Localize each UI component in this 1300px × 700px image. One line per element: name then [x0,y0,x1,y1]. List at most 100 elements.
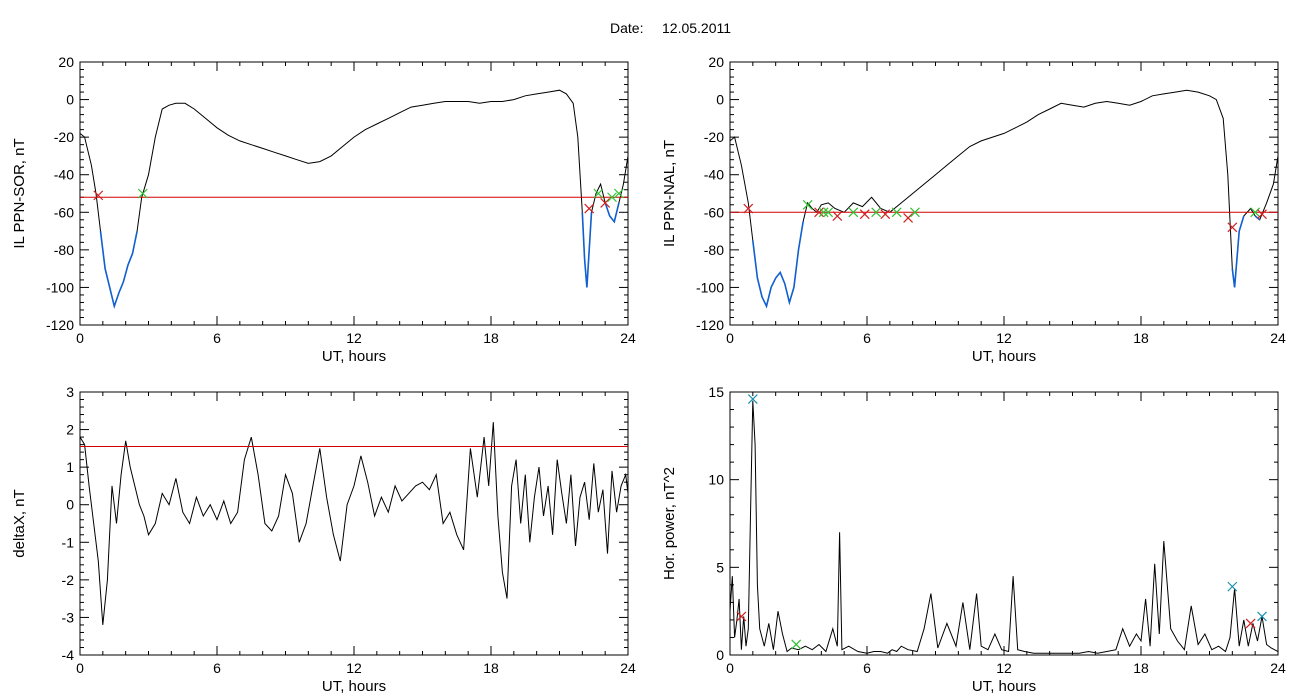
plot-area [80,89,628,310]
cross-marker [600,197,611,208]
x-tick-label: 24 [1270,330,1286,346]
y-axis-label: IL PPN-NAL, nT [661,140,678,247]
x-tick-label: 18 [1133,660,1149,676]
cross-marker [1227,581,1238,592]
plot-area [80,422,628,625]
x-tick-label: 24 [1270,660,1286,676]
y-tick-label: -80 [704,242,724,258]
panel-nal-chart: 0 6 12 18 24 -120 -100 -80 -60 -40 -20 0 20 UT, hours… [661,54,1286,365]
cross-marker [736,611,747,622]
series-line [80,422,628,625]
cross-marker [1257,611,1267,622]
cross-marker [93,190,104,201]
cross-marker [1257,209,1267,220]
date-label: Date: [610,20,643,36]
x-tick-label: 6 [863,660,871,676]
x-tick-label: 12 [996,330,1012,346]
cross-marker [832,211,843,221]
cross-marker [137,188,148,199]
x-tick-label: 18 [1133,330,1149,346]
cross-marker [814,207,824,218]
y-tick-label: -120 [696,317,724,333]
plot-area [730,394,1278,654]
plot-frame [729,61,1279,326]
series-line [730,400,1278,654]
y-tick-label: 15 [708,384,724,400]
y-tick-label: 5 [716,559,724,575]
x-tick-label: 24 [620,330,636,346]
x-tick-label: 6 [863,330,871,346]
y-tick-label: 3 [66,384,74,400]
x-tick-label: 12 [996,660,1012,676]
y-tick-label: -20 [704,129,724,145]
below-threshold-segment [581,212,593,288]
y-tick-label: -3 [62,609,75,625]
cross-marker [818,207,829,218]
series-line [80,89,628,308]
cross-marker [747,394,758,404]
x-axis-label: UT, hours [322,348,386,365]
below-threshold-segment [1231,215,1245,288]
date-value: 12.05.2011 [662,20,731,36]
panel-power-chart: 0 6 12 18 24 0 5 10 15 UT, hours Hor. power, nT^2 [661,384,1286,695]
y-tick-label: -40 [704,167,724,183]
cross-marker [848,207,859,218]
y-tick-label: 0 [66,497,74,513]
x-tick-label: 12 [346,660,362,676]
x-tick-label: 0 [76,660,84,676]
y-tick-label: 10 [708,472,724,488]
y-axis-label: Hor. power, nT^2 [661,467,678,580]
panel-sor-chart: 0 6 12 18 24 -120 -100 -80 -60 -40 -20 0 20 UT, hours… [11,54,636,365]
y-axis-label: IL PPN-SOR, nT [11,138,28,248]
y-tick-label: -60 [54,204,74,220]
y-tick-label: -4 [62,647,75,663]
cross-marker [613,188,624,199]
cross-marker [891,207,902,218]
cross-marker [593,188,604,199]
cross-marker [1227,222,1238,233]
below-threshold-segment [752,221,804,309]
cross-marker [584,203,595,214]
y-tick-label: -60 [704,204,724,220]
x-tick-label: 0 [76,330,84,346]
x-tick-label: 18 [483,660,499,676]
x-tick-label: 18 [483,330,499,346]
x-tick-label: 0 [726,330,734,346]
y-tick-label: 0 [716,647,724,663]
cross-marker [791,639,802,650]
x-tick-label: 6 [213,330,221,346]
y-tick-label: 20 [708,54,724,70]
y-tick-label: -80 [54,242,74,258]
cross-marker [607,192,617,203]
plot-area [730,89,1278,309]
plot-frame [79,61,629,326]
cross-marker [859,209,870,220]
y-tick-label: -40 [54,167,74,183]
y-tick-label: 20 [58,54,74,70]
y-tick-label: -100 [696,279,724,295]
cross-marker [743,203,754,214]
x-tick-label: 0 [726,660,734,676]
series-line [730,89,1278,308]
y-tick-label: 0 [716,92,724,108]
y-tick-label: -2 [62,572,75,588]
plot-frame [729,391,1279,656]
x-axis-label: UT, hours [322,678,386,695]
cross-marker [823,207,834,218]
x-tick-label: 12 [346,330,362,346]
x-tick-label: 24 [620,660,636,676]
cross-marker [802,199,813,210]
cross-marker [1250,207,1261,218]
plot-frame [79,391,629,656]
below-threshold-segment [604,202,620,224]
x-tick-label: 6 [213,660,221,676]
y-tick-label: 1 [66,459,74,475]
x-axis-label: UT, hours [972,678,1036,695]
y-tick-label: -120 [46,317,74,333]
below-threshold-segment [99,230,138,310]
y-tick-label: 2 [66,422,74,438]
x-axis-label: UT, hours [972,348,1036,365]
cross-marker [871,207,882,218]
